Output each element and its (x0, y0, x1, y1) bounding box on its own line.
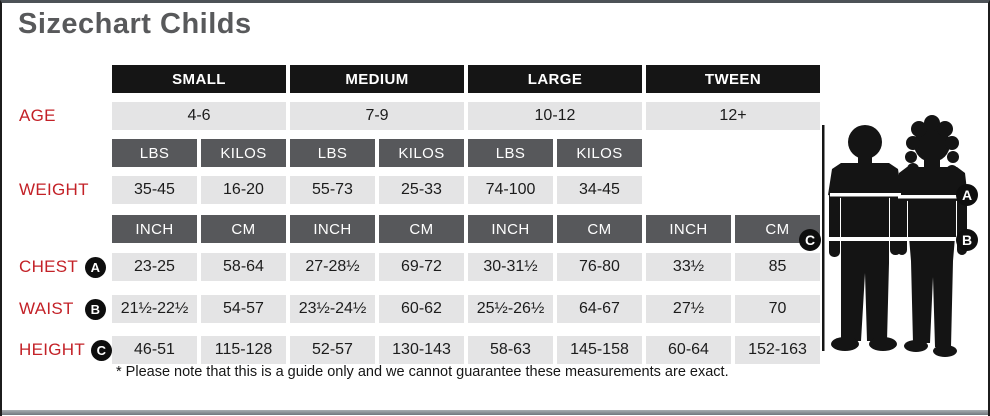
size-col-header-large: LARGE (468, 65, 642, 93)
unit-header-cm-large: CM (557, 215, 642, 243)
unit-header-kilos-medium: KILOS (379, 139, 464, 167)
waist-cm-large: 64-67 (557, 295, 642, 323)
unit-header-lbs-medium: LBS (290, 139, 375, 167)
footnote-text: * Please note that this is a guide only … (116, 364, 729, 380)
age-value-small: 4-6 (112, 102, 286, 130)
unit-header-lbs-large: LBS (468, 139, 553, 167)
unit-header-kilos-small: KILOS (201, 139, 286, 167)
age-row: AGE 4-6 7-9 10-12 12+ (14, 102, 820, 130)
height-inch-large: 58-63 (468, 336, 553, 364)
chest-inch-small: 23-25 (112, 253, 197, 281)
waist-row: WAIST B 21½-22½ 54-57 23½-24½ 60-62 25½-… (14, 295, 820, 323)
age-value-large: 10-12 (468, 102, 642, 130)
height-inch-medium: 52-57 (290, 336, 375, 364)
weight-lbs-medium: 55-73 (290, 176, 375, 204)
height-c-badge-icon: C (91, 339, 113, 361)
children-silhouette-graphic (822, 115, 968, 357)
waist-cm-tween: 70 (735, 295, 820, 323)
weight-label: WEIGHT (19, 180, 89, 199)
chest-cm-small: 58-64 (201, 253, 286, 281)
age-value-medium: 7-9 (290, 102, 464, 130)
unit-header-kilos-large: KILOS (557, 139, 642, 167)
waist-b-badge-icon: B (85, 298, 106, 320)
age-label: AGE (19, 106, 56, 125)
height-cm-tween: 152-163 (735, 336, 820, 364)
weight-unit-header-row: LBS KILOS LBS KILOS LBS KILOS (14, 139, 820, 167)
unit-header-lbs-small: LBS (112, 139, 197, 167)
chest-row: CHEST A 23-25 58-64 27-28½ 69-72 30-31½ … (14, 253, 820, 281)
waist-cm-small: 54-57 (201, 295, 286, 323)
height-inch-small: 46-51 (112, 336, 197, 364)
bottom-divider-bar (2, 410, 988, 415)
size-col-header-small: SMALL (112, 65, 286, 93)
weight-kilos-large: 34-45 (557, 176, 642, 204)
diagram-height-c-badge-icon: C (799, 229, 821, 251)
height-cm-large: 145-158 (557, 336, 642, 364)
weight-lbs-small: 35-45 (112, 176, 197, 204)
sizechart-table: SMALL MEDIUM LARGE TWEEN AGE 4-6 7-9 10-… (14, 65, 820, 364)
waist-inch-medium: 23½-24½ (290, 295, 375, 323)
waist-inch-large: 25½-26½ (468, 295, 553, 323)
chest-label: CHEST (19, 257, 79, 276)
height-cm-small: 115-128 (201, 336, 286, 364)
size-col-header-tween: TWEEN (646, 65, 820, 93)
unit-header-inch-tween: INCH (646, 215, 731, 243)
waist-inch-small: 21½-22½ (112, 295, 197, 323)
waist-label: WAIST (19, 299, 74, 318)
weight-lbs-large: 74-100 (468, 176, 553, 204)
chest-a-badge-icon: A (85, 256, 106, 278)
page-title: Sizechart Childs (18, 8, 252, 40)
age-value-tween: 12+ (646, 102, 820, 130)
chest-cm-tween: 85 (735, 253, 820, 281)
unit-header-inch-medium: INCH (290, 215, 375, 243)
unit-header-cm-medium: CM (379, 215, 464, 243)
length-unit-header-row: INCH CM INCH CM INCH CM INCH CM (14, 215, 820, 243)
weight-kilos-small: 16-20 (201, 176, 286, 204)
height-row: HEIGHT C 46-51 115-128 52-57 130-143 58-… (14, 336, 820, 364)
size-col-header-medium: MEDIUM (290, 65, 464, 93)
weight-kilos-medium: 25-33 (379, 176, 464, 204)
diagram-waist-b-badge-icon: B (956, 229, 978, 251)
weight-row: WEIGHT 35-45 16-20 55-73 25-33 74-100 34… (14, 176, 820, 204)
chest-cm-medium: 69-72 (379, 253, 464, 281)
height-cm-medium: 130-143 (379, 336, 464, 364)
size-header-row: SMALL MEDIUM LARGE TWEEN (14, 65, 820, 93)
diagram-chest-a-badge-icon: A (956, 184, 978, 206)
chest-cm-large: 76-80 (557, 253, 642, 281)
unit-header-inch-small: INCH (112, 215, 197, 243)
height-inch-tween: 60-64 (646, 336, 731, 364)
height-label: HEIGHT (19, 340, 86, 359)
chest-inch-medium: 27-28½ (290, 253, 375, 281)
waist-inch-tween: 27½ (646, 295, 731, 323)
unit-header-inch-large: INCH (468, 215, 553, 243)
waist-cm-medium: 60-62 (379, 295, 464, 323)
chest-inch-large: 30-31½ (468, 253, 553, 281)
chest-inch-tween: 33½ (646, 253, 731, 281)
unit-header-cm-small: CM (201, 215, 286, 243)
